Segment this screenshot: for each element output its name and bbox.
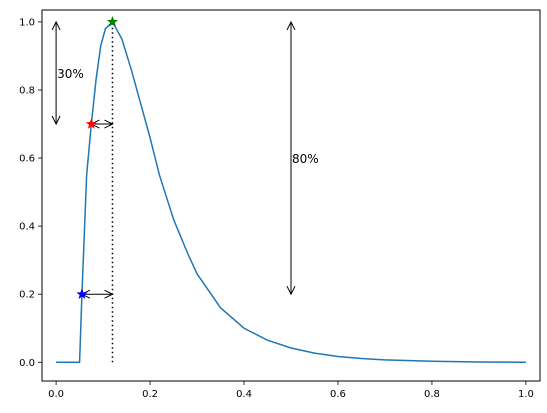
- x-tick-label: 0.2: [142, 389, 158, 400]
- x-tick-label: 0.0: [48, 389, 64, 400]
- series-line: [56, 21, 526, 364]
- y-tick-label: 1.0: [19, 17, 35, 28]
- star-marker: [76, 288, 88, 299]
- star-marker: [85, 118, 97, 129]
- y-tick-label: 0.0: [19, 358, 35, 369]
- annotation-label: 80%: [292, 152, 319, 166]
- x-tick-label: 0.8: [424, 389, 440, 400]
- y-tick-label: 0.6: [19, 154, 35, 165]
- y-tick-label: 0.2: [19, 290, 35, 301]
- y-tick-label: 0.4: [19, 222, 35, 233]
- x-tick-label: 1.0: [518, 389, 534, 400]
- star-marker: [106, 16, 119, 27]
- axes-frame: [41, 9, 541, 382]
- annotation-label: 30%: [57, 67, 84, 81]
- x-tick-label: 0.6: [330, 389, 346, 400]
- y-tick-label: 0.8: [19, 85, 35, 96]
- x-tick-label: 0.4: [236, 389, 252, 400]
